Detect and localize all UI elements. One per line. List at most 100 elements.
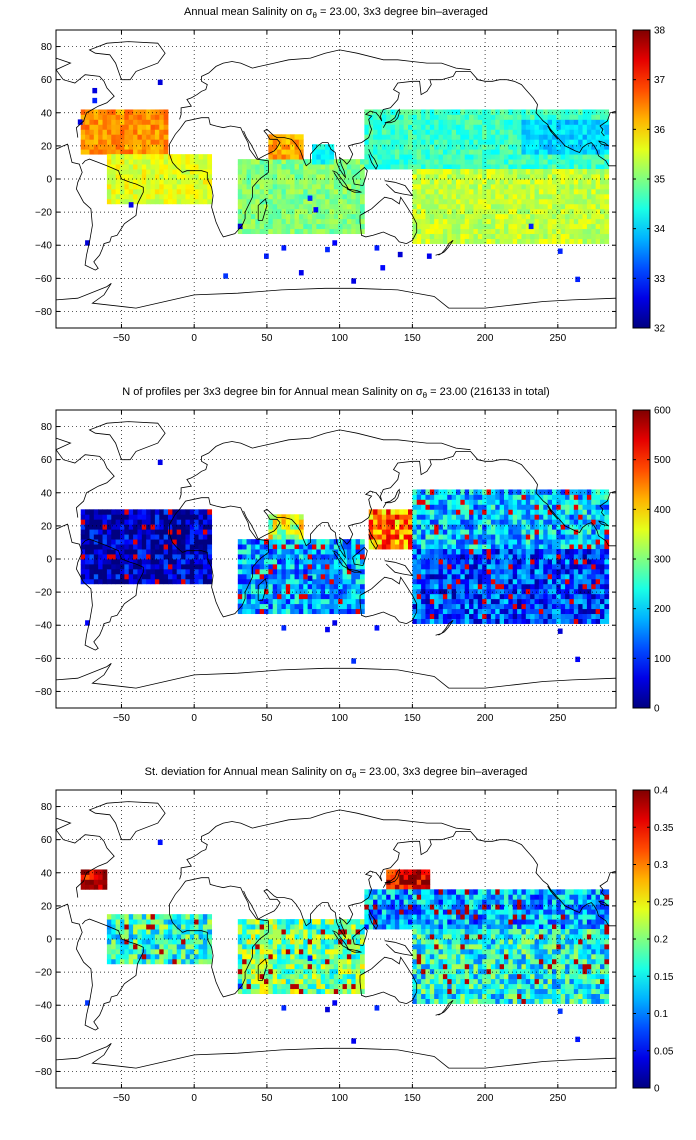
data-cell [298, 223, 304, 230]
data-cell [394, 164, 400, 170]
data-cell [189, 563, 195, 570]
data-cell [600, 489, 605, 495]
data-cell [460, 489, 466, 495]
data-cell [464, 598, 470, 605]
data-cell [120, 149, 125, 155]
data-cell [98, 539, 103, 545]
data-cell [338, 598, 343, 605]
data-cell [556, 578, 562, 585]
data-cell [547, 114, 553, 120]
data-cell [578, 593, 583, 600]
data-cell [316, 154, 322, 160]
data-cell [416, 144, 422, 150]
data-cell [111, 164, 117, 170]
data-cell [469, 213, 474, 220]
data-cell [543, 109, 549, 115]
data-cell [320, 559, 326, 565]
data-cell [137, 554, 143, 560]
data-cell [556, 608, 562, 615]
data-cell [98, 144, 103, 150]
coastline [547, 505, 559, 520]
data-cell [342, 164, 348, 170]
data-cell [512, 159, 518, 165]
data-cell [277, 598, 282, 605]
data-cell [346, 174, 352, 180]
data-cell [333, 578, 339, 585]
data-cell [185, 169, 191, 175]
data-cell [242, 223, 247, 230]
data-cell [128, 114, 134, 120]
data-cell [552, 203, 557, 210]
data-cell [172, 183, 178, 190]
data-cell [560, 174, 566, 180]
data-cell [429, 139, 435, 145]
data-cell [547, 504, 553, 510]
data-cell [172, 948, 178, 955]
data-cell [578, 529, 583, 535]
data-cell [508, 524, 514, 530]
data-cell [434, 203, 439, 210]
data-cell [285, 549, 291, 555]
data-cell [538, 223, 544, 230]
data-cell [438, 174, 444, 180]
data-cell [547, 169, 553, 175]
data-cell [207, 183, 213, 190]
data-cell [504, 499, 509, 505]
data-cell [438, 193, 444, 200]
data-cell [442, 174, 448, 180]
data-cell [469, 568, 474, 575]
data-cell [460, 578, 466, 585]
data-cell [556, 174, 562, 180]
data-cell [386, 534, 391, 540]
data-cell [425, 203, 431, 210]
data-cell [477, 124, 483, 130]
data-cell [438, 499, 444, 505]
data-cell [547, 494, 553, 500]
data-cell [447, 149, 453, 155]
data-cell [115, 188, 121, 195]
data-cell [159, 534, 165, 540]
data-cell [189, 524, 195, 530]
data-cell [521, 164, 527, 170]
data-cell [237, 563, 243, 570]
data-cell [290, 544, 295, 550]
data-cell [194, 509, 199, 515]
data-cell [560, 223, 566, 230]
data-cell [600, 534, 605, 540]
data-cell [141, 124, 147, 130]
data-cell [198, 563, 204, 570]
data-cell [512, 588, 518, 595]
data-cell [124, 129, 130, 135]
data-cell [325, 603, 330, 610]
data-cell [477, 174, 483, 180]
data-cell [163, 563, 169, 570]
data-cell [547, 559, 553, 565]
data-cell [586, 218, 592, 225]
data-cell [416, 169, 422, 175]
data-cell [412, 489, 418, 495]
data-cell [482, 218, 487, 225]
data-cell [259, 213, 265, 220]
data-cell [512, 223, 518, 230]
data-cell [595, 183, 601, 190]
data-cell [264, 183, 269, 190]
data-cell [565, 188, 570, 195]
data-cell [399, 164, 405, 170]
data-cell [381, 539, 387, 545]
data-cell [272, 608, 278, 615]
data-cell [604, 598, 610, 605]
data-cell [604, 578, 610, 585]
data-cell [325, 144, 330, 150]
data-cell [137, 529, 143, 535]
data-cell [128, 573, 134, 580]
y-tick-label: 60 [41, 455, 53, 466]
data-cell [451, 169, 457, 175]
data-cell [408, 129, 413, 135]
data-cell [604, 114, 610, 120]
data-cell [508, 183, 514, 190]
data-cell [277, 534, 282, 540]
data-cell [442, 203, 448, 210]
data-cell [486, 494, 492, 500]
data-cell [242, 159, 247, 165]
data-cell [93, 869, 99, 875]
